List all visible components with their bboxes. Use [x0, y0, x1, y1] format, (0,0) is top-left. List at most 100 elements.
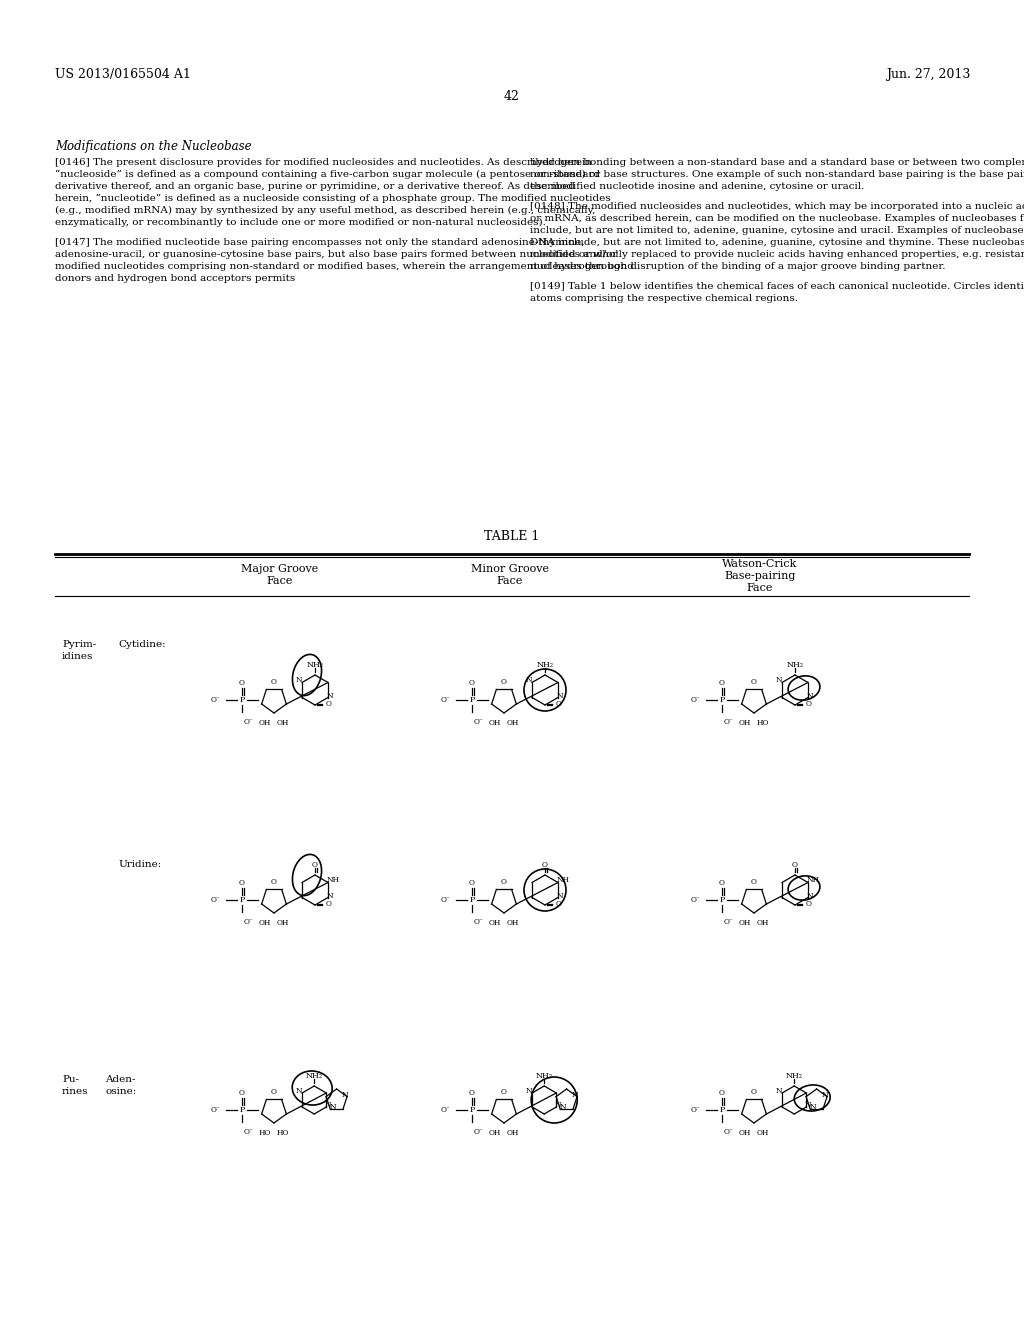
Text: O: O	[271, 678, 276, 686]
Text: O⁻: O⁻	[440, 696, 450, 704]
Text: OH: OH	[488, 719, 501, 727]
Text: Pu-: Pu-	[62, 1074, 79, 1084]
Text: P: P	[469, 1106, 475, 1114]
Text: [0149] Table 1 below identifies the chemical faces of each canonical nucleotide.: [0149] Table 1 below identifies the chem…	[530, 282, 1024, 290]
Text: idines: idines	[62, 652, 93, 661]
Text: N: N	[822, 1090, 828, 1098]
Text: modified or wholly replaced to provide nucleic acids having enhanced properties,: modified or wholly replaced to provide n…	[530, 249, 1024, 259]
Text: O: O	[326, 900, 332, 908]
Text: Face: Face	[267, 576, 293, 586]
Text: N: N	[296, 1086, 302, 1096]
Text: N: N	[342, 1090, 348, 1098]
Text: Face: Face	[746, 583, 773, 593]
Text: O: O	[312, 861, 317, 869]
Text: HO: HO	[276, 1129, 289, 1137]
Text: NH₂: NH₂	[305, 1072, 323, 1080]
Text: US 2013/0165504 A1: US 2013/0165504 A1	[55, 69, 190, 81]
Text: O: O	[469, 678, 475, 686]
Text: Face: Face	[497, 576, 523, 586]
Text: N: N	[776, 676, 782, 685]
Text: O⁻: O⁻	[440, 1106, 450, 1114]
Text: O⁻: O⁻	[690, 696, 700, 704]
Text: the modified nucleotide inosine and adenine, cytosine or uracil.: the modified nucleotide inosine and aden…	[530, 182, 864, 191]
Text: DNA include, but are not limited to, adenine, guanine, cytosine and thymine. The: DNA include, but are not limited to, ade…	[530, 238, 1024, 247]
Text: O: O	[501, 678, 507, 686]
Text: Modifications on the Nucleobase: Modifications on the Nucleobase	[55, 140, 252, 153]
Text: O⁻: O⁻	[210, 696, 220, 704]
Text: O: O	[501, 878, 507, 886]
Text: O: O	[542, 861, 548, 869]
Text: Jun. 27, 2013: Jun. 27, 2013	[886, 69, 970, 81]
Text: N: N	[571, 1090, 579, 1098]
Text: HO: HO	[757, 719, 769, 727]
Text: O⁻: O⁻	[210, 1106, 220, 1114]
Text: derivative thereof, and an organic base, purine or pyrimidine, or a derivative t: derivative thereof, and an organic base,…	[55, 182, 575, 191]
Text: HO: HO	[259, 1129, 271, 1137]
Text: O: O	[239, 879, 245, 887]
Text: O⁻: O⁻	[474, 718, 483, 726]
Text: rines: rines	[62, 1086, 88, 1096]
Text: N: N	[776, 1086, 782, 1096]
Text: osine:: osine:	[105, 1086, 136, 1096]
Text: O: O	[719, 879, 725, 887]
Text: O⁻: O⁻	[244, 917, 254, 927]
Text: Pyrim-: Pyrim-	[62, 640, 96, 649]
Text: P: P	[469, 696, 475, 704]
Text: Watson-Crick: Watson-Crick	[722, 558, 798, 569]
Text: O: O	[556, 700, 562, 708]
Text: P: P	[469, 896, 475, 904]
Text: O: O	[469, 879, 475, 887]
Text: atoms comprising the respective chemical regions.: atoms comprising the respective chemical…	[530, 294, 798, 304]
Text: O⁻: O⁻	[724, 1129, 734, 1137]
Text: NH: NH	[556, 876, 569, 884]
Text: P: P	[720, 1106, 725, 1114]
Text: modified nucleotides comprising non-standard or modified bases, wherein the arra: modified nucleotides comprising non-stan…	[55, 261, 634, 271]
Text: N: N	[557, 891, 563, 899]
Text: P: P	[720, 896, 725, 904]
Text: N: N	[560, 1104, 566, 1111]
Text: O⁻: O⁻	[244, 718, 254, 726]
Text: Aden-: Aden-	[105, 1074, 135, 1084]
Text: hydrogen bonding between a non-standard base and a standard base or between two : hydrogen bonding between a non-standard …	[530, 158, 1024, 168]
Text: O: O	[239, 1089, 245, 1097]
Text: OH: OH	[738, 1129, 752, 1137]
Text: O: O	[501, 1088, 507, 1096]
Text: OH: OH	[259, 919, 271, 927]
Text: Major Groove: Major Groove	[242, 564, 318, 574]
Text: O: O	[719, 1089, 725, 1097]
Text: Cytidine:: Cytidine:	[118, 640, 166, 649]
Text: O⁻: O⁻	[474, 917, 483, 927]
Text: NH: NH	[327, 876, 340, 884]
Text: [0146] The present disclosure provides for modified nucleosides and nucleotides.: [0146] The present disclosure provides f…	[55, 158, 592, 168]
Text: O⁻: O⁻	[690, 896, 700, 904]
Text: O: O	[792, 861, 798, 869]
Text: P: P	[240, 896, 245, 904]
Text: O⁻: O⁻	[724, 917, 734, 927]
Text: O: O	[751, 678, 757, 686]
Text: (e.g., modified mRNA) may by synthesized by any useful method, as described here: (e.g., modified mRNA) may by synthesized…	[55, 206, 595, 215]
Text: O: O	[806, 700, 812, 708]
Text: N: N	[807, 891, 813, 899]
Text: O⁻: O⁻	[440, 896, 450, 904]
Text: OH: OH	[259, 719, 271, 727]
Text: P: P	[240, 696, 245, 704]
Text: O: O	[751, 878, 757, 886]
Text: O⁻: O⁻	[724, 718, 734, 726]
Text: O: O	[806, 900, 812, 908]
Text: O: O	[556, 900, 562, 908]
Text: N: N	[325, 1101, 332, 1109]
Text: O⁻: O⁻	[210, 896, 220, 904]
Text: TABLE 1: TABLE 1	[484, 531, 540, 543]
Text: O⁻: O⁻	[244, 1129, 254, 1137]
Text: 42: 42	[504, 90, 520, 103]
Text: P: P	[720, 696, 725, 704]
Text: O: O	[326, 700, 332, 708]
Text: P: P	[240, 1106, 245, 1114]
Text: N: N	[327, 891, 333, 899]
Text: OH: OH	[276, 919, 289, 927]
Text: N: N	[805, 1101, 812, 1109]
Text: nucleases through disruption of the binding of a major groove binding partner.: nucleases through disruption of the bind…	[530, 261, 945, 271]
Text: N: N	[555, 1101, 561, 1109]
Text: non-standard base structures. One example of such non-standard base pairing is t: non-standard base structures. One exampl…	[530, 170, 1024, 180]
Text: OH: OH	[507, 719, 519, 727]
